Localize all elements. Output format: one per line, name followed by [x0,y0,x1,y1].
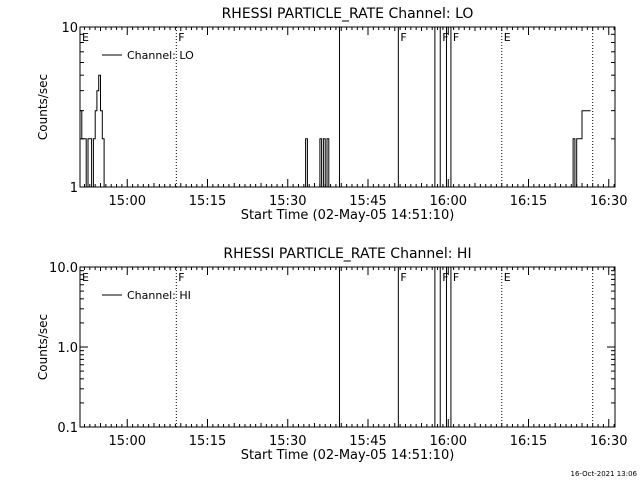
x-tick-label: 16:15 [510,194,547,209]
x-tick-label: 15:15 [189,194,226,209]
annotation-label: F [178,271,184,284]
x-axis-label: Start Time (02-May-05 14:51:10) [241,448,455,463]
chart-title: RHESSI PARTICLE_RATE Channel: HI [223,246,471,262]
y-tick-label: 0.1 [57,421,78,436]
y-tick-label: 10.0 [49,261,78,276]
x-tick-label: 15:45 [349,434,386,449]
annotation-label: F [453,271,459,284]
y-tick-label: 10 [61,21,78,36]
panel-hi: RHESSI PARTICLE_RATE Channel: HI 0.1 1.0 10… [36,246,627,463]
x-tick-label: 15:45 [349,194,386,209]
y-axis-label: Counts/sec [36,74,50,140]
x-tick-label: 16:00 [430,434,467,449]
legend-label: Channel: LO [127,49,194,62]
annotation-label: F [400,31,406,44]
x-tick-label: 16:30 [590,434,627,449]
annotation-label: E [82,271,89,284]
x-tick-label: 15:30 [269,194,306,209]
x-tick-label: 16:00 [430,194,467,209]
annotation-label: F [442,271,448,284]
legend-label: Channel: HI [127,289,191,302]
y-axis-label: Counts/sec [36,314,50,380]
y-tick-label: 1 [70,181,78,196]
x-tick-label: 15:15 [189,434,226,449]
annotation-label: F [453,31,459,44]
annotation-label: E [82,31,89,44]
x-axis-label: Start Time (02-May-05 14:51:10) [241,208,455,223]
series-line [80,74,591,188]
annotation-label: F [400,271,406,284]
x-tick-label: 15:30 [269,434,306,449]
footer-timestamp: 16-Oct-2021 13:06 [571,470,638,478]
x-tick-label: 16:15 [510,434,547,449]
annotation-label: F [178,31,184,44]
annotation-label: F [442,31,448,44]
chart-title: RHESSI PARTICLE_RATE Channel: LO [222,6,474,22]
panel-lo: RHESSI PARTICLE_RATE Channel: LO 1 10 15:00… [36,6,627,223]
x-tick-label: 15:00 [109,194,146,209]
annotation-label: E [504,31,511,44]
x-tick-label: 15:00 [109,434,146,449]
annotation-label: E [504,271,511,284]
x-tick-label: 16:30 [590,194,627,209]
y-tick-label: 1.0 [57,341,78,356]
